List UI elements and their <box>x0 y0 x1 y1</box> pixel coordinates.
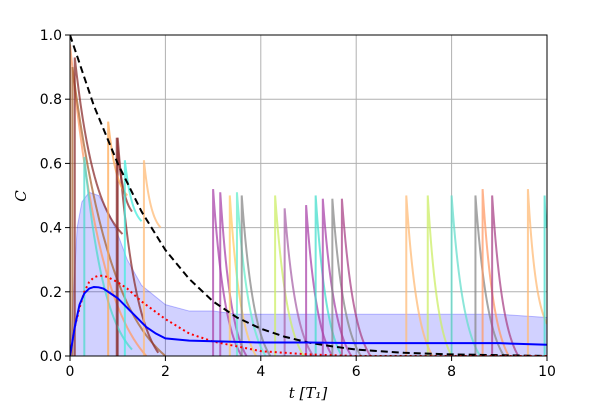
y-tick-label-5: 1.0 <box>40 28 62 44</box>
x-axis-label: t [T₁] <box>289 384 328 402</box>
trajectory-23-0 <box>474 195 505 356</box>
series-line-1 <box>70 274 547 356</box>
series-lines <box>70 35 547 356</box>
x-tick-label-5: 10 <box>538 364 556 380</box>
y-tick-label-1: 0.2 <box>40 285 62 301</box>
trajectory-19-0 <box>340 198 372 356</box>
trajectories <box>70 44 547 356</box>
trajectory-2-0 <box>73 57 124 356</box>
series-line-2 <box>70 285 547 356</box>
y-tick-label-3: 0.6 <box>40 156 62 172</box>
trajectory-0-0 <box>70 44 148 356</box>
trajectory-25-0 <box>491 195 520 356</box>
trajectory-13-0 <box>274 195 305 356</box>
trajectory-14-0 <box>283 208 315 356</box>
x-tick-label-3: 6 <box>352 364 361 380</box>
x-tick-label-2: 4 <box>256 364 265 380</box>
trajectory-24-0 <box>481 189 510 356</box>
axis-ticks: 0 2 4 6 8 10 0.0 0.2 0.4 0.6 0.8 1.0 <box>40 28 556 380</box>
y-tick-label-0: 0.0 <box>40 349 62 365</box>
trajectory-18-0 <box>331 198 362 356</box>
x-tick-label-4: 8 <box>447 364 456 380</box>
y-tick-label-2: 0.4 <box>40 221 62 237</box>
trajectory-6-0 <box>123 160 143 356</box>
y-axis-label: C <box>12 190 30 202</box>
trajectory-7-0 <box>142 160 162 356</box>
y-tick-label-4: 0.8 <box>40 92 62 108</box>
trajectory-15-0 <box>305 205 334 356</box>
x-tick-label-0: 0 <box>66 364 75 380</box>
trajectory-17-0 <box>321 198 353 356</box>
plot-frame <box>69 34 548 357</box>
trajectory-12-0 <box>240 195 272 356</box>
x-tick-label-1: 2 <box>161 364 170 380</box>
trajectory-21-0 <box>426 195 453 356</box>
trajectory-2-1 <box>116 137 160 356</box>
grid <box>69 34 548 357</box>
